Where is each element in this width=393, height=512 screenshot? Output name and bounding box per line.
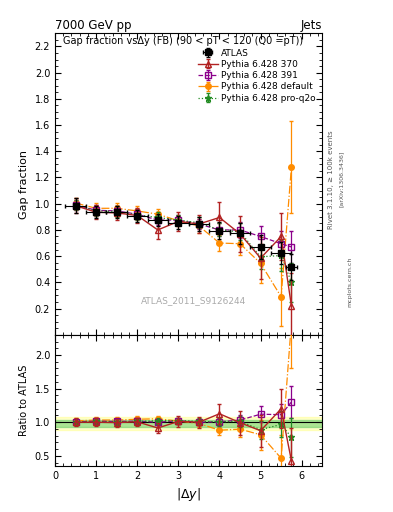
Bar — [55, 417, 322, 430]
Text: ATLAS_2011_S9126244: ATLAS_2011_S9126244 — [141, 295, 247, 305]
Text: 7000 GeV pp: 7000 GeV pp — [55, 19, 132, 32]
Text: Gap fraction vsΔy (FB) (90 < pT < 120 (Q0 =̅pT)): Gap fraction vsΔy (FB) (90 < pT < 120 (Q… — [63, 36, 303, 46]
X-axis label: $|\Delta y|$: $|\Delta y|$ — [176, 486, 201, 503]
Y-axis label: Gap fraction: Gap fraction — [19, 150, 29, 219]
Y-axis label: Ratio to ATLAS: Ratio to ATLAS — [19, 365, 29, 436]
Text: Jets: Jets — [301, 19, 322, 32]
Text: mcplots.cern.ch: mcplots.cern.ch — [347, 257, 352, 307]
Text: Rivet 3.1.10, ≥ 100k events: Rivet 3.1.10, ≥ 100k events — [328, 130, 334, 228]
Bar — [55, 420, 322, 427]
Legend: ATLAS, Pythia 6.428 370, Pythia 6.428 391, Pythia 6.428 default, Pythia 6.428 pr: ATLAS, Pythia 6.428 370, Pythia 6.428 39… — [196, 47, 318, 104]
Text: [arXiv:1306.3436]: [arXiv:1306.3436] — [339, 151, 344, 207]
